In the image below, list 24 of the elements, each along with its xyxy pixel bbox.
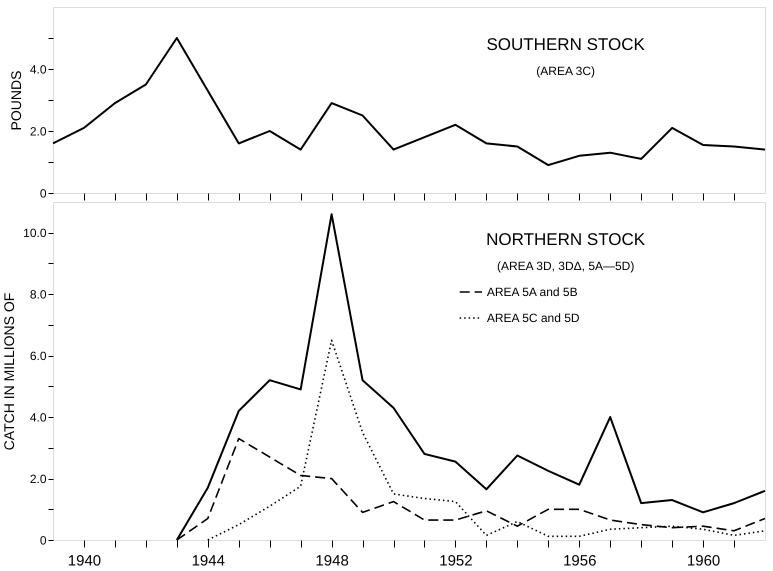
x-tick-label: 1948	[315, 552, 349, 570]
y-tick-label: 6.0	[30, 349, 47, 364]
y-axis-title: CATCH IN MILLIONS OF	[1, 292, 18, 450]
y-tick-label: 8.0	[30, 288, 47, 302]
text: (AREA 3D, 3DΔ, 5A—5D)	[496, 259, 634, 273]
y-tick-label: 0	[40, 186, 47, 200]
x-tick-label: 1952	[439, 552, 473, 570]
text: (AREA 3C)	[536, 64, 595, 78]
line-series	[52, 37, 766, 166]
text: SOUTHERN STOCK	[486, 35, 646, 54]
y-tick-label: 0	[40, 534, 47, 548]
x-tick-label: 1960	[686, 552, 720, 570]
text: NORTHERN STOCK	[486, 230, 646, 249]
y-tick-label: 10.0	[23, 226, 47, 240]
x-tick-label: 1940	[68, 552, 102, 570]
x-tick-label: 1956	[563, 552, 596, 570]
legend-label: AREA 5C and 5D	[486, 311, 580, 325]
y-tick-label: 2.0	[30, 472, 47, 486]
y-tick-label: 2.0	[30, 124, 47, 138]
y-tick-label: 4.0	[30, 62, 47, 76]
y-tick-label: 4.0	[30, 410, 47, 425]
x-tick-label: 1944	[192, 552, 225, 570]
legend-label: AREA 5A and 5B	[486, 285, 578, 299]
y-axis-title: POUNDS	[8, 70, 24, 130]
